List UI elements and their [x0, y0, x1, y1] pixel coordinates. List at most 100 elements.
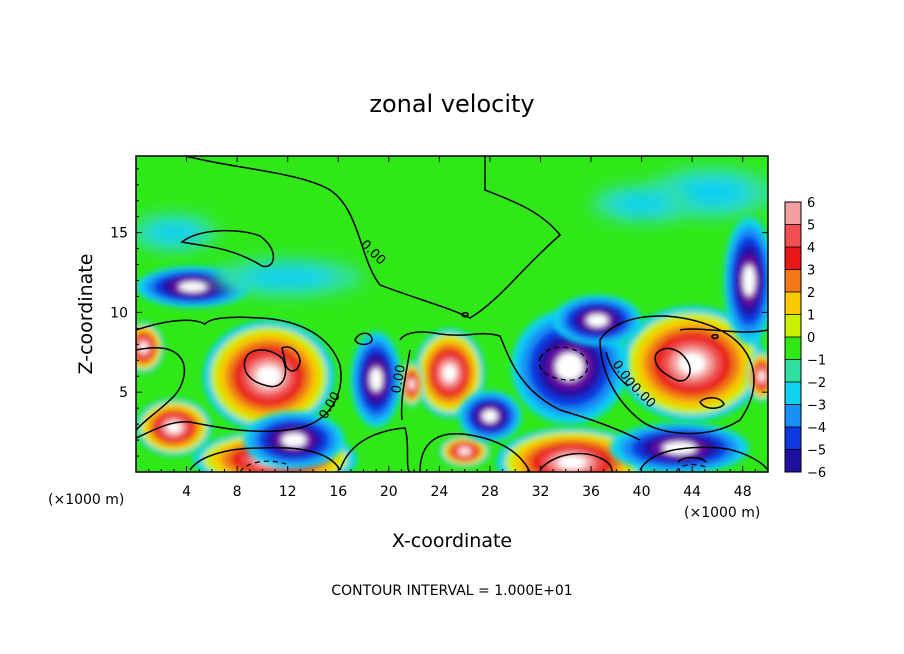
- dashed-contour-low-left: [239, 460, 287, 472]
- contour-right-label-line: [605, 351, 629, 387]
- x-tick-label: 44: [683, 484, 701, 500]
- colorbar-tick-label: 0: [807, 331, 815, 346]
- field-band: [442, 364, 457, 382]
- contour-mid-right: [419, 433, 531, 472]
- colorbar-swatch: [785, 247, 801, 270]
- contour-left-warm-inner: [136, 347, 186, 431]
- contour-inner-right-small: [699, 397, 725, 409]
- colorbar-swatch: [785, 269, 801, 293]
- contour-bottom-arc: [539, 452, 613, 472]
- colorbar-tick-label: 2: [807, 286, 815, 301]
- field-band: [146, 220, 202, 245]
- x-units-right: (×1000 m): [684, 505, 760, 521]
- contour-inner-left: [243, 349, 287, 388]
- colorbar-tick-label: −3: [807, 399, 826, 414]
- field-feature-cyan: [136, 213, 219, 252]
- y-tick-label: 5: [119, 385, 128, 401]
- contour-upper-left-loop: [180, 229, 275, 268]
- field-band: [678, 352, 706, 375]
- contour-right-top: [679, 328, 768, 333]
- field-band: [672, 176, 751, 209]
- chart-title: zonal velocity: [369, 90, 534, 118]
- colorbar-swatch: [785, 404, 801, 428]
- contour-interval-note: CONTOUR INTERVAL = 1.000E+01: [331, 583, 572, 599]
- x-tick-label: 20: [380, 484, 398, 500]
- field-band: [256, 365, 281, 387]
- field-feature-cyan: [211, 258, 364, 297]
- colorbar-tick-label: −2: [807, 376, 826, 391]
- field-band: [281, 433, 307, 448]
- contour-bottom-right-inner: [677, 456, 707, 463]
- colorbar: 6 5 4 3 2 1 0 −1 −2 −3 −4 −5 −6: [784, 196, 826, 481]
- colorbar-tick-label: −4: [807, 421, 826, 436]
- y-axis-ticks: 5 10 15: [110, 168, 768, 457]
- colorbar-swatch: [785, 337, 801, 360]
- contour-small-mid: [461, 311, 469, 318]
- contour-upper-bowl: [185, 156, 562, 319]
- x-tick-label: 32: [532, 484, 550, 500]
- field-band: [586, 314, 609, 327]
- contour-small-right: [711, 333, 719, 340]
- field-feature-warm: [618, 306, 766, 421]
- field-feature-warm: [439, 435, 490, 468]
- colorbar-tick-label: −6: [807, 466, 826, 481]
- contour-mid-dip: [399, 331, 641, 441]
- colorbar-swatch: [785, 449, 801, 473]
- zero-contours: [136, 156, 768, 472]
- field-band: [742, 265, 756, 296]
- field-band: [482, 409, 498, 423]
- field-band: [241, 265, 335, 290]
- field-feature-warm: [414, 328, 485, 418]
- contour-mid-wave: [339, 427, 411, 472]
- field-band: [179, 281, 207, 292]
- colorbar-tick-label: −1: [807, 354, 826, 369]
- colorbar-tick-label: 1: [807, 309, 815, 324]
- x-axis-label: X-coordinate: [392, 530, 512, 552]
- colorbar-tick-label: 3: [807, 264, 815, 279]
- field-feature-cold: [511, 309, 628, 425]
- y-axis-label: Z-coordinate: [75, 254, 97, 375]
- x-tick-label: 28: [481, 484, 499, 500]
- y-tick-label: 10: [110, 305, 128, 321]
- field-feature-warm: [746, 350, 768, 402]
- x-tick-label: 24: [430, 484, 448, 500]
- x-tick-label: 48: [734, 484, 752, 500]
- colorbar-swatch: [785, 427, 801, 450]
- x-units-left: (×1000 m): [48, 492, 124, 508]
- x-tick-label: 16: [329, 484, 347, 500]
- colorbar-swatch: [785, 202, 801, 225]
- colorbar-swatch: [785, 292, 801, 315]
- field-band: [557, 455, 587, 469]
- contour-low-right: [639, 446, 768, 471]
- x-tick-label: 8: [233, 484, 242, 500]
- field-band: [370, 367, 383, 392]
- dashed-contour-low-right: [675, 463, 709, 472]
- colorbar-swatch: [785, 382, 801, 405]
- colorbar-tick-label: 6: [807, 196, 815, 211]
- velocity-field: [136, 167, 768, 472]
- contour-mid-label-line: [400, 349, 411, 421]
- field-feature-warm: [202, 320, 335, 433]
- field-feature-cold: [553, 294, 642, 346]
- contour-inner-right: [654, 347, 691, 382]
- field-band: [409, 380, 414, 389]
- dashed-contour-cold-core: [538, 346, 589, 381]
- colorbar-swatch: [785, 314, 801, 338]
- field-band: [610, 192, 673, 216]
- field-band: [139, 342, 148, 353]
- field-band: [758, 371, 765, 381]
- field-feature-cold: [350, 331, 402, 428]
- field-feature-cold: [458, 390, 522, 442]
- colorbar-swatch: [785, 359, 801, 383]
- x-tick-label: 12: [279, 484, 297, 500]
- field-feature-warm: [136, 398, 212, 457]
- field-feature-cyan: [591, 184, 693, 224]
- contour-inner-left2: [281, 346, 301, 372]
- colorbar-tick-label: 5: [807, 219, 815, 234]
- contour-small-left: [354, 332, 373, 346]
- field-feature-cold: [243, 411, 345, 469]
- x-tick-label: 40: [633, 484, 651, 500]
- colorbar-swatch: [785, 224, 801, 248]
- plot-area: [136, 156, 768, 472]
